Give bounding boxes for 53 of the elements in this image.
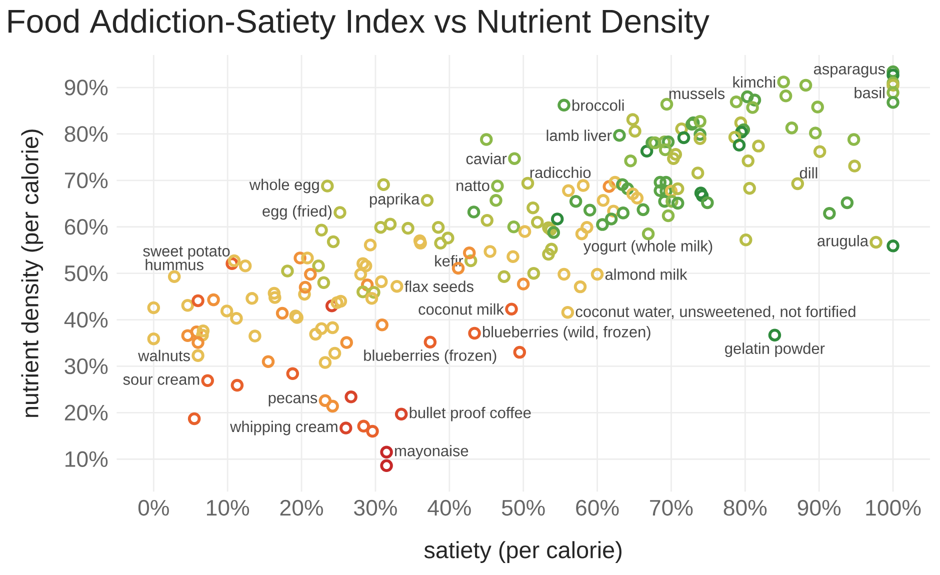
annotation: caviar: [466, 152, 507, 164]
annotation: kimchi: [733, 76, 776, 88]
annotation: sweet potato: [143, 246, 230, 260]
annotation: sour cream: [123, 376, 200, 385]
x-tick-label: 60%: [576, 500, 619, 516]
annotation: radicchio: [530, 166, 591, 178]
annotation: hummus: [146, 258, 204, 270]
annotation: coconut water, unsweetened, not fortified: [576, 306, 856, 319]
annotation: whole egg: [249, 178, 319, 194]
annotation: bullet proof coffee: [410, 406, 531, 422]
annotation: blueberries (wild, frozen): [483, 326, 650, 340]
annotation: asparagus: [814, 66, 885, 78]
x-tick-label: 70%: [650, 500, 693, 516]
annotation: gelatin powder: [725, 342, 825, 358]
annotation: basil: [854, 86, 884, 98]
x-tick-label: 30%: [354, 500, 397, 516]
y-tick-label: 70%: [64, 172, 108, 188]
annotation: arugula: [818, 234, 868, 250]
y-tick-label: 10%: [66, 451, 108, 468]
y-tick-label: 60%: [64, 218, 108, 235]
chart-title: Food Addiction-Satiety Index vs Nutrient Density: [8, 8, 710, 40]
x-axis-title: satiety (per calorie): [424, 541, 622, 563]
y-axis-title: nutrient density (per calorie): [21, 130, 44, 417]
x-tick-label: 90%: [798, 500, 841, 516]
annotation: whipping cream: [230, 420, 338, 436]
x-tick-label: 50%: [502, 500, 545, 516]
x-tick-label: 20%: [280, 500, 323, 516]
annotation: mussels: [669, 88, 725, 100]
x-tick-label: 10%: [206, 500, 250, 516]
annotation: coconut milk: [418, 303, 504, 315]
annotation: yogurt (whole milk): [583, 240, 712, 255]
annotation: lamb liver: [546, 130, 612, 142]
y-tick-label: 40%: [64, 312, 108, 328]
annotation: walnuts: [138, 350, 190, 362]
x-tick-label: 100%: [866, 500, 921, 516]
x-tick-label: 40%: [428, 500, 471, 516]
annotation: mayonaise: [395, 444, 468, 460]
x-tick-label: 0%: [138, 500, 169, 516]
annotation: dill: [800, 167, 818, 179]
y-tick-label: 80%: [64, 126, 108, 142]
annotation: flax seeds: [404, 280, 474, 292]
x-tick-label: 80%: [724, 500, 767, 516]
y-tick-label: 50%: [64, 265, 108, 282]
y-tick-label: 90%: [64, 80, 108, 96]
annotation: pecans: [268, 394, 318, 406]
annotation: almond milk: [605, 268, 688, 280]
annotation: paprika: [370, 193, 420, 208]
y-tick-label: 30%: [64, 358, 108, 374]
annotation: broccoli: [572, 99, 624, 111]
annotation: egg (fried): [262, 205, 332, 220]
annotation: blueberries (frozen): [364, 350, 496, 364]
annotation: natto: [456, 180, 490, 192]
y-tick-label: 20%: [64, 404, 108, 421]
